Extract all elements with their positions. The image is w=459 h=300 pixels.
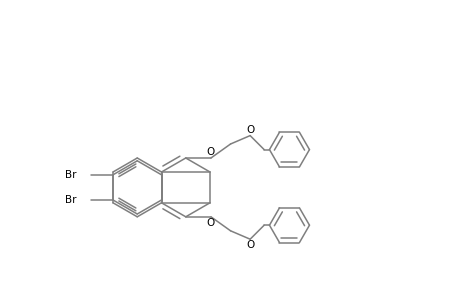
- Text: Br: Br: [65, 170, 77, 180]
- Text: Br: Br: [65, 195, 77, 205]
- Text: O: O: [246, 124, 254, 135]
- Text: O: O: [246, 240, 254, 250]
- Text: O: O: [207, 218, 215, 228]
- Text: O: O: [207, 147, 215, 157]
